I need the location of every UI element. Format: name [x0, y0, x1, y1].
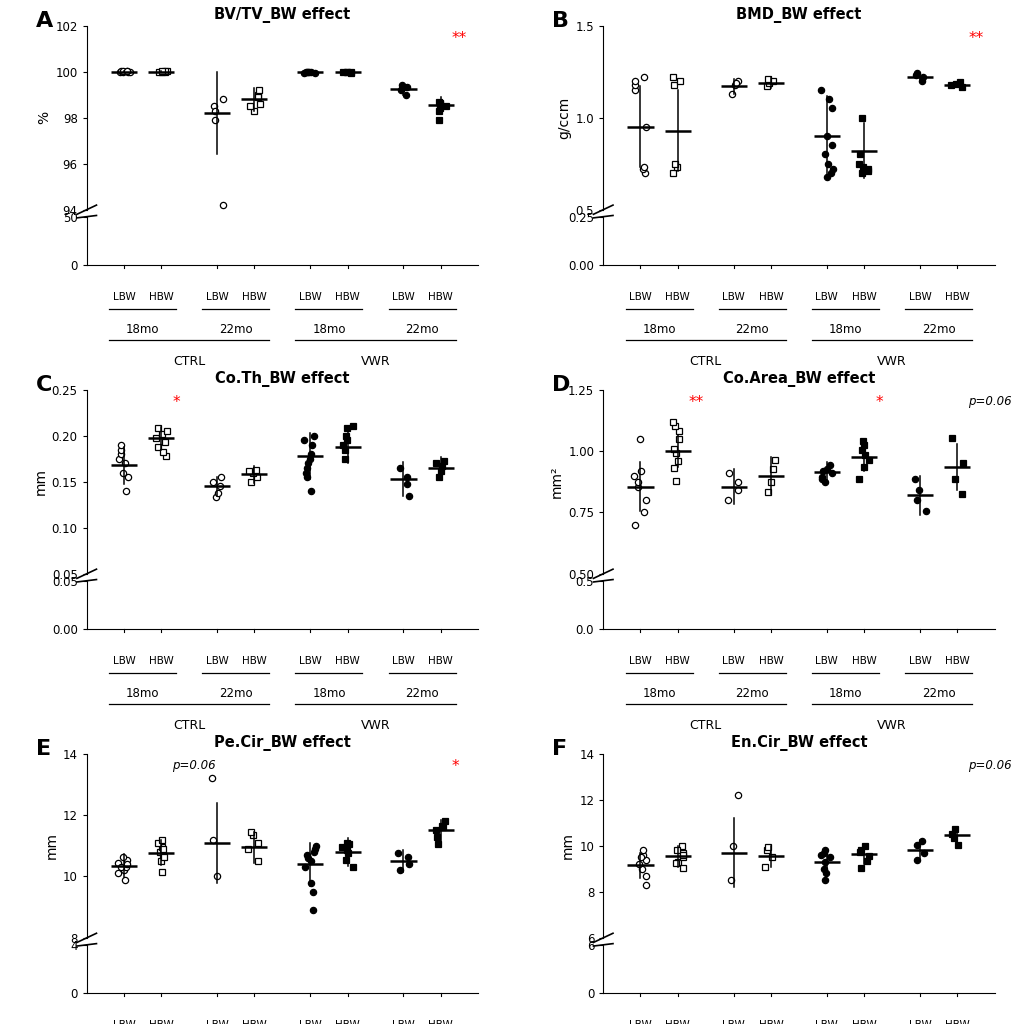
Title: Co.Area_BW effect: Co.Area_BW effect — [721, 371, 874, 387]
Text: HBW: HBW — [664, 655, 690, 666]
Text: p=0.06: p=0.06 — [967, 395, 1011, 409]
Text: 22mo: 22mo — [405, 687, 438, 700]
Y-axis label: mm: mm — [34, 468, 48, 496]
Text: HBW: HBW — [944, 1020, 969, 1024]
Text: LBW: LBW — [814, 292, 838, 302]
Text: C: C — [36, 375, 52, 395]
Text: HBW: HBW — [149, 655, 173, 666]
Text: LBW: LBW — [908, 292, 930, 302]
Text: F: F — [552, 739, 567, 759]
Text: LBW: LBW — [112, 655, 136, 666]
Text: HBW: HBW — [242, 292, 267, 302]
Text: HBW: HBW — [242, 655, 267, 666]
Text: VWR: VWR — [361, 354, 390, 368]
Text: LBW: LBW — [299, 292, 321, 302]
Text: LBW: LBW — [206, 655, 228, 666]
Text: 18mo: 18mo — [827, 324, 861, 336]
Text: 18mo: 18mo — [827, 687, 861, 700]
Text: 18mo: 18mo — [125, 324, 159, 336]
Text: HBW: HBW — [758, 655, 783, 666]
Text: LBW: LBW — [721, 655, 744, 666]
Text: 22mo: 22mo — [405, 324, 438, 336]
Text: 18mo: 18mo — [312, 324, 345, 336]
Text: CTRL: CTRL — [689, 354, 721, 368]
Text: HBW: HBW — [758, 292, 783, 302]
Text: 18mo: 18mo — [125, 687, 159, 700]
Text: VWR: VWR — [361, 719, 390, 732]
Y-axis label: mm: mm — [45, 833, 58, 859]
Text: LBW: LBW — [908, 1020, 930, 1024]
Text: HBW: HBW — [149, 292, 173, 302]
Text: HBW: HBW — [758, 1020, 783, 1024]
Text: LBW: LBW — [721, 1020, 744, 1024]
Text: HBW: HBW — [335, 1020, 360, 1024]
Text: D: D — [552, 375, 571, 395]
Text: LBW: LBW — [814, 1020, 838, 1024]
Text: HBW: HBW — [664, 1020, 690, 1024]
Y-axis label: g/ccm: g/ccm — [556, 96, 571, 139]
Y-axis label: %: % — [37, 111, 51, 124]
Text: HBW: HBW — [428, 655, 452, 666]
Text: **: ** — [451, 31, 467, 46]
Text: HBW: HBW — [242, 1020, 267, 1024]
Text: CTRL: CTRL — [173, 719, 205, 732]
Text: LBW: LBW — [629, 292, 651, 302]
Text: B: B — [552, 11, 569, 31]
Text: LBW: LBW — [908, 655, 930, 666]
Text: VWR: VWR — [876, 354, 906, 368]
Text: 22mo: 22mo — [735, 324, 768, 336]
Text: E: E — [36, 739, 51, 759]
Text: LBW: LBW — [206, 1020, 228, 1024]
Text: LBW: LBW — [391, 655, 415, 666]
Text: LBW: LBW — [814, 655, 838, 666]
Text: LBW: LBW — [112, 1020, 136, 1024]
Text: HBW: HBW — [428, 1020, 452, 1024]
Text: HBW: HBW — [664, 292, 690, 302]
Text: HBW: HBW — [428, 292, 452, 302]
Text: HBW: HBW — [851, 655, 875, 666]
Text: LBW: LBW — [299, 655, 321, 666]
Text: 22mo: 22mo — [735, 687, 768, 700]
Title: En.Cir_BW effect: En.Cir_BW effect — [730, 735, 866, 751]
Title: Pe.Cir_BW effect: Pe.Cir_BW effect — [214, 735, 351, 751]
Text: LBW: LBW — [391, 1020, 415, 1024]
Text: 22mo: 22mo — [921, 687, 955, 700]
Text: HBW: HBW — [335, 655, 360, 666]
Text: CTRL: CTRL — [173, 354, 205, 368]
Text: HBW: HBW — [149, 1020, 173, 1024]
Text: p=0.06: p=0.06 — [172, 759, 216, 772]
Text: HBW: HBW — [851, 292, 875, 302]
Text: 22mo: 22mo — [921, 324, 955, 336]
Text: *: * — [451, 759, 460, 774]
Text: HBW: HBW — [944, 655, 969, 666]
Text: **: ** — [688, 395, 703, 411]
Title: BV/TV_BW effect: BV/TV_BW effect — [214, 6, 351, 23]
Text: HBW: HBW — [335, 292, 360, 302]
Text: LBW: LBW — [721, 292, 744, 302]
Text: VWR: VWR — [876, 719, 906, 732]
Text: HBW: HBW — [851, 1020, 875, 1024]
Text: LBW: LBW — [299, 1020, 321, 1024]
Text: **: ** — [967, 31, 982, 46]
Text: 22mo: 22mo — [219, 324, 253, 336]
Text: *: * — [874, 395, 882, 411]
Title: BMD_BW effect: BMD_BW effect — [736, 6, 861, 23]
Text: HBW: HBW — [944, 292, 969, 302]
Text: LBW: LBW — [206, 292, 228, 302]
Text: 22mo: 22mo — [219, 687, 253, 700]
Text: 18mo: 18mo — [642, 687, 676, 700]
Text: A: A — [36, 11, 53, 31]
Y-axis label: mm²: mm² — [549, 466, 564, 498]
Title: Co.Th_BW effect: Co.Th_BW effect — [215, 371, 350, 387]
Text: CTRL: CTRL — [689, 719, 721, 732]
Text: LBW: LBW — [112, 292, 136, 302]
Text: LBW: LBW — [629, 1020, 651, 1024]
Text: LBW: LBW — [391, 292, 415, 302]
Text: 18mo: 18mo — [642, 324, 676, 336]
Text: 18mo: 18mo — [312, 687, 345, 700]
Text: *: * — [172, 395, 180, 411]
Text: LBW: LBW — [629, 655, 651, 666]
Y-axis label: mm: mm — [560, 833, 575, 859]
Text: p=0.06: p=0.06 — [967, 759, 1011, 772]
